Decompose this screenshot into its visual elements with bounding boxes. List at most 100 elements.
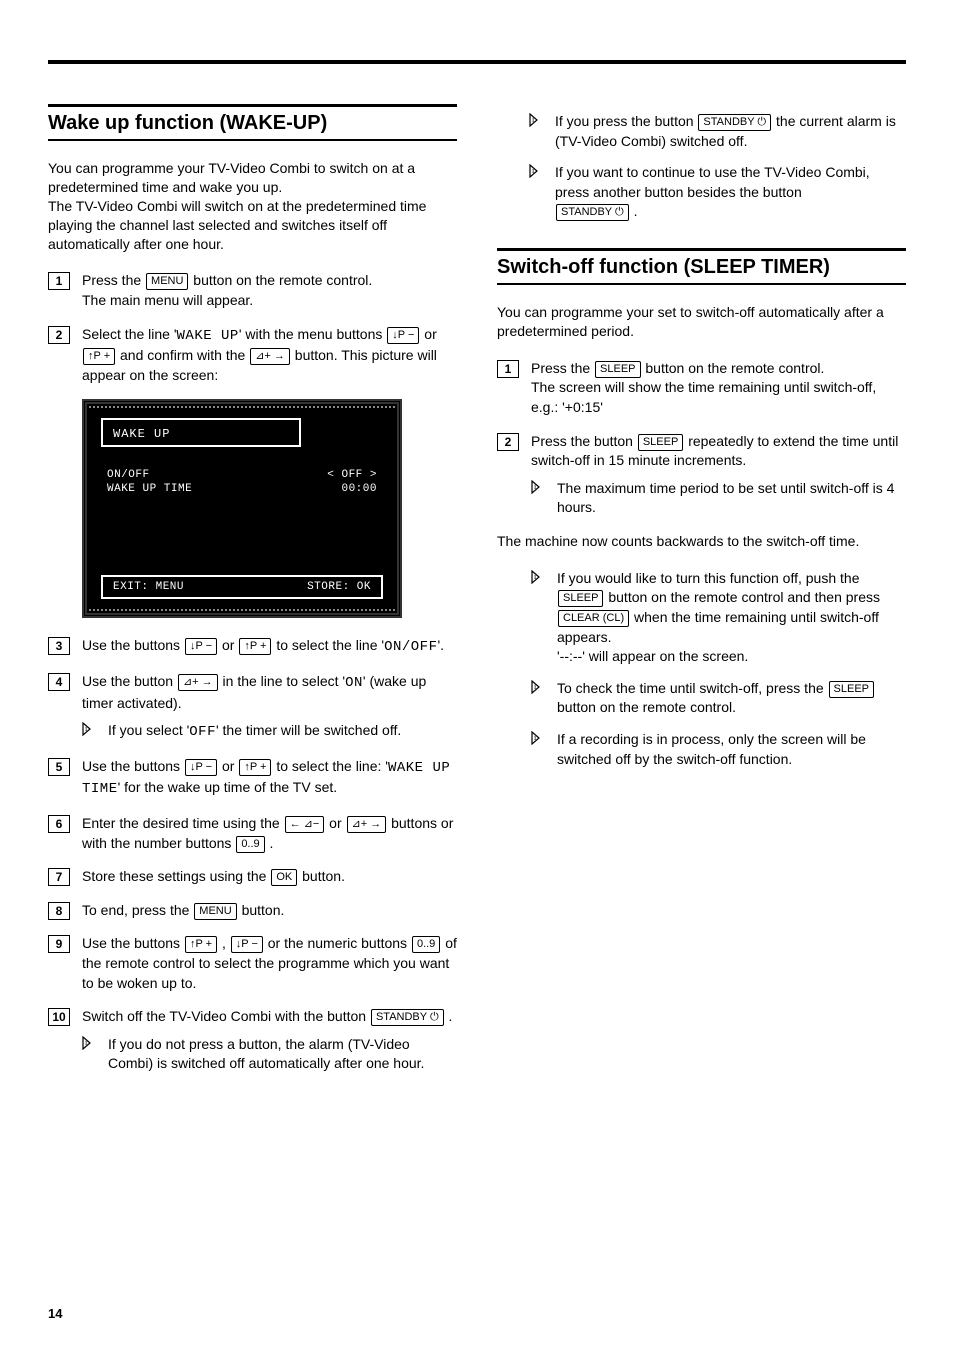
step-text: or — [420, 326, 436, 342]
step-number: 7 — [48, 868, 70, 886]
right-button: ⊿+ → — [347, 816, 387, 833]
osd-frame: WAKE UP ON/OFF < OFF > WAKE UP TIME 00:0… — [82, 399, 402, 618]
info-icon: i — [531, 680, 549, 694]
note-text: If a recording is in process, only the s… — [557, 731, 866, 767]
p-up-button: ↑P + — [83, 348, 115, 365]
step-text: or — [218, 758, 238, 774]
title-underline — [497, 283, 906, 285]
right-button: ⊿+ → — [250, 348, 290, 365]
note-text: button on the remote control and then pr… — [604, 589, 880, 605]
osd-label: WAKE UP TIME — [107, 483, 192, 495]
note-text: button on the remote control. — [557, 699, 736, 715]
step-text: button. — [298, 868, 345, 884]
note-text: The maximum time period to be set until … — [557, 480, 894, 516]
step-text: Press the — [531, 360, 594, 376]
step-text: '. — [437, 637, 444, 653]
osd-row: ON/OFF < OFF > — [101, 469, 383, 481]
osd-value: < OFF > — [297, 469, 377, 481]
step-text: ' for the wake up time of the TV set. — [118, 779, 338, 795]
step-text: Store these settings using the — [82, 868, 270, 884]
step-6: 6 Enter the desired time using the ← ⊿− … — [48, 814, 457, 853]
step-3: 3 Use the buttons ↓P − or ↑P + to select… — [48, 636, 457, 658]
note-text: If you want to continue to use the TV-Vi… — [555, 164, 870, 200]
menu-value: ON — [345, 675, 363, 691]
info-note: i The maximum time period to be set unti… — [531, 479, 906, 518]
step-text: Enter the desired time using the — [82, 815, 284, 831]
right-button: ⊿+ → — [178, 674, 218, 691]
step-text: The screen will show the time remaining … — [531, 379, 876, 415]
step-4: 4 Use the button ⊿+ → in the line to sel… — [48, 672, 457, 743]
standby-button: STANDBY ⏻ — [556, 204, 629, 221]
step-number: 1 — [48, 272, 70, 290]
step-9: 9 Use the buttons ↑P + , ↓P − or the num… — [48, 934, 457, 993]
step-number: 3 — [48, 637, 70, 655]
sleep-button: SLEEP — [558, 590, 603, 607]
step-text: The main menu will appear. — [82, 292, 253, 308]
standby-button: STANDBY ⏻ — [371, 1009, 444, 1026]
step-number: 6 — [48, 815, 70, 833]
step-text: or — [325, 815, 345, 831]
step-text: or — [218, 637, 238, 653]
osd-footer: EXIT: MENU STORE: OK — [101, 575, 383, 599]
note-text: If you select ' — [108, 722, 189, 738]
info-note: i If you do not press a button, the alar… — [82, 1035, 457, 1074]
step-text: Press the — [82, 272, 145, 288]
step-number: 8 — [48, 902, 70, 920]
p-down-button: ↓P − — [185, 638, 217, 655]
info-note: i If you select 'OFF' the timer will be … — [82, 721, 457, 743]
step-number: 10 — [48, 1008, 70, 1026]
sleep-steps: 1 Press the SLEEP button on the remote c… — [497, 359, 906, 518]
osd-footer-left: EXIT: MENU — [113, 581, 184, 593]
standby-button: STANDBY ⏻ — [698, 114, 771, 131]
sleep-button: SLEEP — [829, 681, 874, 698]
step-text: . — [445, 1008, 453, 1024]
info-icon: i — [531, 570, 549, 584]
columns: Wake up function (WAKE-UP) You can progr… — [48, 104, 906, 1088]
menu-button-label: MENU — [194, 903, 236, 920]
step-10: 10 Switch off the TV-Video Combi with th… — [48, 1007, 457, 1074]
osd-row: WAKE UP TIME 00:00 — [101, 483, 383, 495]
wake-up-title: Wake up function (WAKE-UP) — [48, 111, 457, 135]
sleep-button: SLEEP — [595, 361, 640, 378]
step-5: 5 Use the buttons ↓P − or ↑P + to select… — [48, 757, 457, 800]
step-2: 2 Press the button SLEEP repeatedly to e… — [497, 432, 906, 518]
sleep-intro: You can programme your set to switch-off… — [497, 303, 906, 341]
title-underline — [48, 139, 457, 141]
info-icon: i — [531, 731, 549, 745]
menu-button-label: MENU — [146, 273, 188, 290]
info-icon: i — [531, 480, 549, 494]
clear-button: CLEAR (CL) — [558, 610, 629, 627]
info-note: i If you want to continue to use the TV-… — [529, 163, 906, 222]
sleep-title: Switch-off function (SLEEP TIMER) — [497, 255, 906, 279]
wake-up-steps-cont: 3 Use the buttons ↓P − or ↑P + to select… — [48, 636, 457, 1074]
number-button: 0..9 — [236, 836, 264, 853]
note-text: If you do not press a button, the alarm … — [108, 1036, 424, 1072]
note-text: '--:--' will appear on the screen. — [557, 648, 748, 664]
wake-up-steps: 1 Press the MENU button on the remote co… — [48, 271, 457, 385]
step-number: 9 — [48, 935, 70, 953]
step-text: to select the line: ' — [272, 758, 388, 774]
info-note: i If you would like to turn this functio… — [531, 569, 906, 667]
step-text: and confirm with the — [116, 347, 249, 363]
info-icon: i — [82, 1036, 100, 1050]
step-text: to select the line ' — [272, 637, 384, 653]
section-rule — [497, 248, 906, 251]
info-icon: i — [529, 164, 547, 178]
note-text: If you press the button — [555, 113, 697, 129]
menu-value: OFF — [189, 724, 216, 740]
step-text: Use the buttons — [82, 758, 184, 774]
step-text: Switch off the TV-Video Combi with the b… — [82, 1008, 370, 1024]
osd-title-box: WAKE UP — [101, 418, 301, 447]
mid-text: The machine now counts backwards to the … — [497, 532, 906, 551]
step-number: 1 — [497, 360, 519, 378]
osd-label: ON/OFF — [107, 469, 150, 481]
step-text: ' with the menu buttons — [239, 326, 386, 342]
step-text: Use the buttons — [82, 935, 184, 951]
osd-screenshot: WAKE UP ON/OFF < OFF > WAKE UP TIME 00:0… — [82, 399, 402, 618]
note-text: ' the timer will be switched off. — [216, 722, 401, 738]
top-rule — [48, 60, 906, 64]
step-text: Select the line ' — [82, 326, 177, 342]
sleep-button: SLEEP — [638, 434, 683, 451]
step-text: Use the buttons — [82, 637, 184, 653]
step-8: 8 To end, press the MENU button. — [48, 901, 457, 921]
